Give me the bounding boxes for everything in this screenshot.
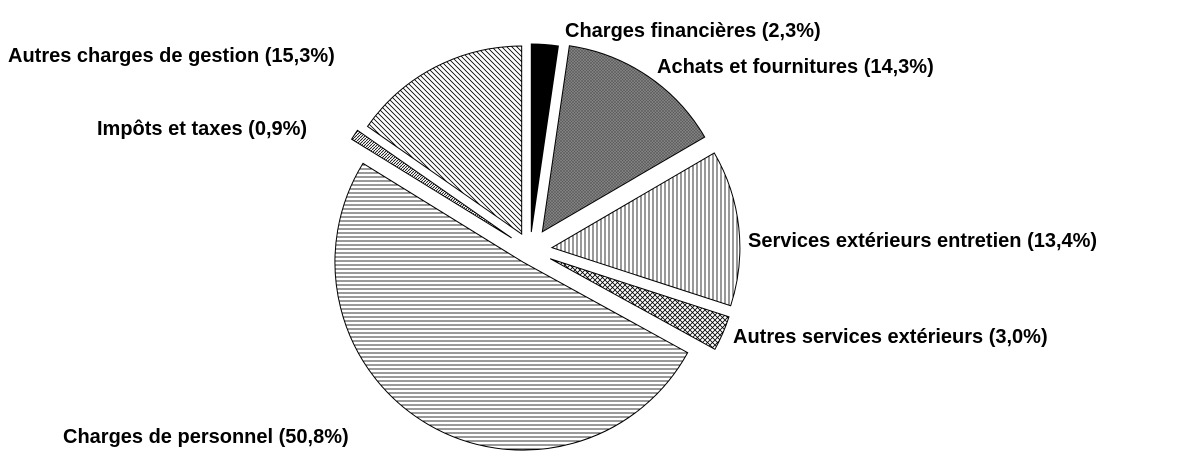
- pie-slice: [350, 129, 512, 239]
- slice-label: Autres services extérieurs (3,0%): [733, 326, 1048, 348]
- pie-slice: [550, 152, 741, 307]
- pie-slice: [541, 45, 706, 233]
- slice-value-label: (3,0%): [989, 326, 1048, 348]
- slice-name: Autres services extérieurs: [733, 326, 983, 348]
- slice-name: Impôts et taxes: [97, 118, 243, 140]
- slice-label: Impôts et taxes (0,9%): [97, 118, 307, 140]
- slice-value-label: (15,3%): [265, 45, 335, 67]
- slice-label: Charges financières (2,3%): [565, 20, 821, 42]
- slice-label: Autres charges de gestion (15,3%): [8, 45, 335, 67]
- slice-name: Achats et fournitures: [657, 56, 858, 78]
- slice-name: Autres charges de gestion: [8, 45, 259, 67]
- slice-name: Services extérieurs entretien: [748, 230, 1022, 252]
- pie-slice: [334, 162, 689, 451]
- pie-slice: [549, 258, 730, 350]
- slice-value-label: (50,8%): [279, 426, 349, 448]
- slice-name: Charges financières: [565, 20, 756, 42]
- slice-label: Services extérieurs entretien (13,4%): [748, 230, 1097, 252]
- pie-slice: [530, 43, 559, 233]
- slice-value-label: (14,3%): [864, 56, 934, 78]
- slice-label: Charges de personnel (50,8%): [63, 426, 349, 448]
- slice-value-label: (2,3%): [762, 20, 821, 42]
- slice-label: Achats et fournitures (14,3%): [657, 56, 934, 78]
- slice-name: Charges de personnel: [63, 426, 273, 448]
- slice-value-label: (13,4%): [1027, 230, 1097, 252]
- pie-slice: [366, 45, 523, 235]
- slice-value-label: (0,9%): [248, 118, 307, 140]
